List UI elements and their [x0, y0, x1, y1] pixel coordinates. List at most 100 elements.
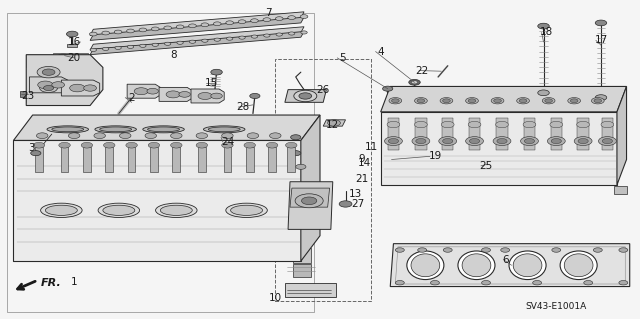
Circle shape [416, 138, 426, 144]
Circle shape [545, 99, 552, 103]
Circle shape [263, 18, 271, 22]
Bar [83, 147, 91, 172]
Circle shape [295, 194, 323, 208]
Bar [468, 118, 480, 150]
Polygon shape [290, 188, 330, 207]
Circle shape [516, 98, 529, 104]
Circle shape [532, 280, 541, 285]
Polygon shape [381, 86, 627, 112]
Circle shape [577, 122, 589, 128]
Circle shape [127, 29, 134, 33]
Bar [415, 118, 427, 150]
Circle shape [176, 25, 184, 29]
Text: 11: 11 [364, 142, 378, 152]
Text: SV43-E1001A: SV43-E1001A [525, 302, 587, 311]
Circle shape [578, 138, 588, 144]
Circle shape [570, 99, 578, 103]
Circle shape [104, 142, 115, 148]
Circle shape [140, 44, 146, 48]
Ellipse shape [95, 126, 136, 133]
Circle shape [584, 280, 593, 285]
Circle shape [52, 82, 65, 88]
Bar [287, 147, 295, 172]
Circle shape [247, 133, 259, 138]
Bar [442, 118, 454, 150]
Circle shape [415, 122, 428, 128]
Bar [285, 283, 336, 297]
Circle shape [547, 137, 565, 145]
Bar [67, 44, 77, 47]
Circle shape [296, 164, 306, 169]
Circle shape [442, 122, 454, 128]
Ellipse shape [564, 254, 593, 277]
Circle shape [440, 98, 453, 104]
Circle shape [36, 133, 48, 138]
Text: 1: 1 [71, 277, 77, 287]
Circle shape [266, 142, 278, 148]
Circle shape [288, 16, 296, 19]
Circle shape [202, 39, 208, 42]
Bar [275, 59, 371, 301]
Bar [268, 147, 276, 172]
Polygon shape [90, 12, 304, 36]
Circle shape [269, 133, 281, 138]
Circle shape [415, 98, 428, 104]
Ellipse shape [47, 126, 88, 133]
Circle shape [493, 99, 501, 103]
Ellipse shape [407, 251, 444, 279]
Text: 24: 24 [221, 137, 234, 147]
Bar [602, 118, 613, 150]
Bar [53, 53, 88, 58]
Text: 18: 18 [540, 27, 554, 37]
Bar [61, 147, 68, 172]
Polygon shape [159, 87, 192, 101]
Circle shape [409, 79, 420, 85]
Circle shape [524, 138, 534, 144]
Circle shape [164, 42, 171, 45]
Circle shape [538, 90, 549, 96]
Circle shape [383, 86, 393, 91]
Text: 22: 22 [415, 66, 429, 76]
Ellipse shape [204, 126, 245, 133]
Bar [173, 147, 180, 172]
Ellipse shape [208, 127, 240, 132]
Circle shape [523, 122, 536, 128]
Bar [293, 249, 311, 263]
Circle shape [189, 24, 196, 28]
Circle shape [542, 98, 555, 104]
Circle shape [412, 81, 418, 84]
Polygon shape [13, 140, 301, 261]
Circle shape [68, 133, 80, 138]
Text: 5: 5 [339, 53, 346, 63]
Text: FR.: FR. [40, 278, 61, 288]
Ellipse shape [226, 203, 268, 218]
Ellipse shape [52, 127, 84, 132]
Circle shape [551, 138, 561, 144]
Polygon shape [127, 84, 161, 98]
Circle shape [431, 280, 440, 285]
Circle shape [481, 248, 490, 252]
Circle shape [127, 45, 134, 48]
Circle shape [139, 28, 147, 32]
Ellipse shape [161, 205, 192, 215]
Circle shape [491, 98, 504, 104]
Ellipse shape [100, 127, 132, 132]
Circle shape [602, 138, 612, 144]
Circle shape [497, 138, 507, 144]
Circle shape [201, 23, 209, 27]
Circle shape [38, 81, 53, 89]
Circle shape [211, 69, 222, 75]
Polygon shape [90, 27, 304, 50]
Polygon shape [13, 115, 320, 140]
Text: 14: 14 [358, 158, 371, 168]
Text: 2: 2 [128, 93, 135, 103]
Circle shape [152, 43, 159, 46]
Circle shape [148, 142, 160, 148]
Circle shape [552, 248, 561, 252]
Ellipse shape [156, 203, 197, 218]
Circle shape [67, 31, 78, 37]
Text: 28: 28 [237, 102, 250, 112]
Circle shape [179, 92, 190, 97]
Ellipse shape [103, 205, 135, 215]
Text: 19: 19 [428, 151, 442, 161]
